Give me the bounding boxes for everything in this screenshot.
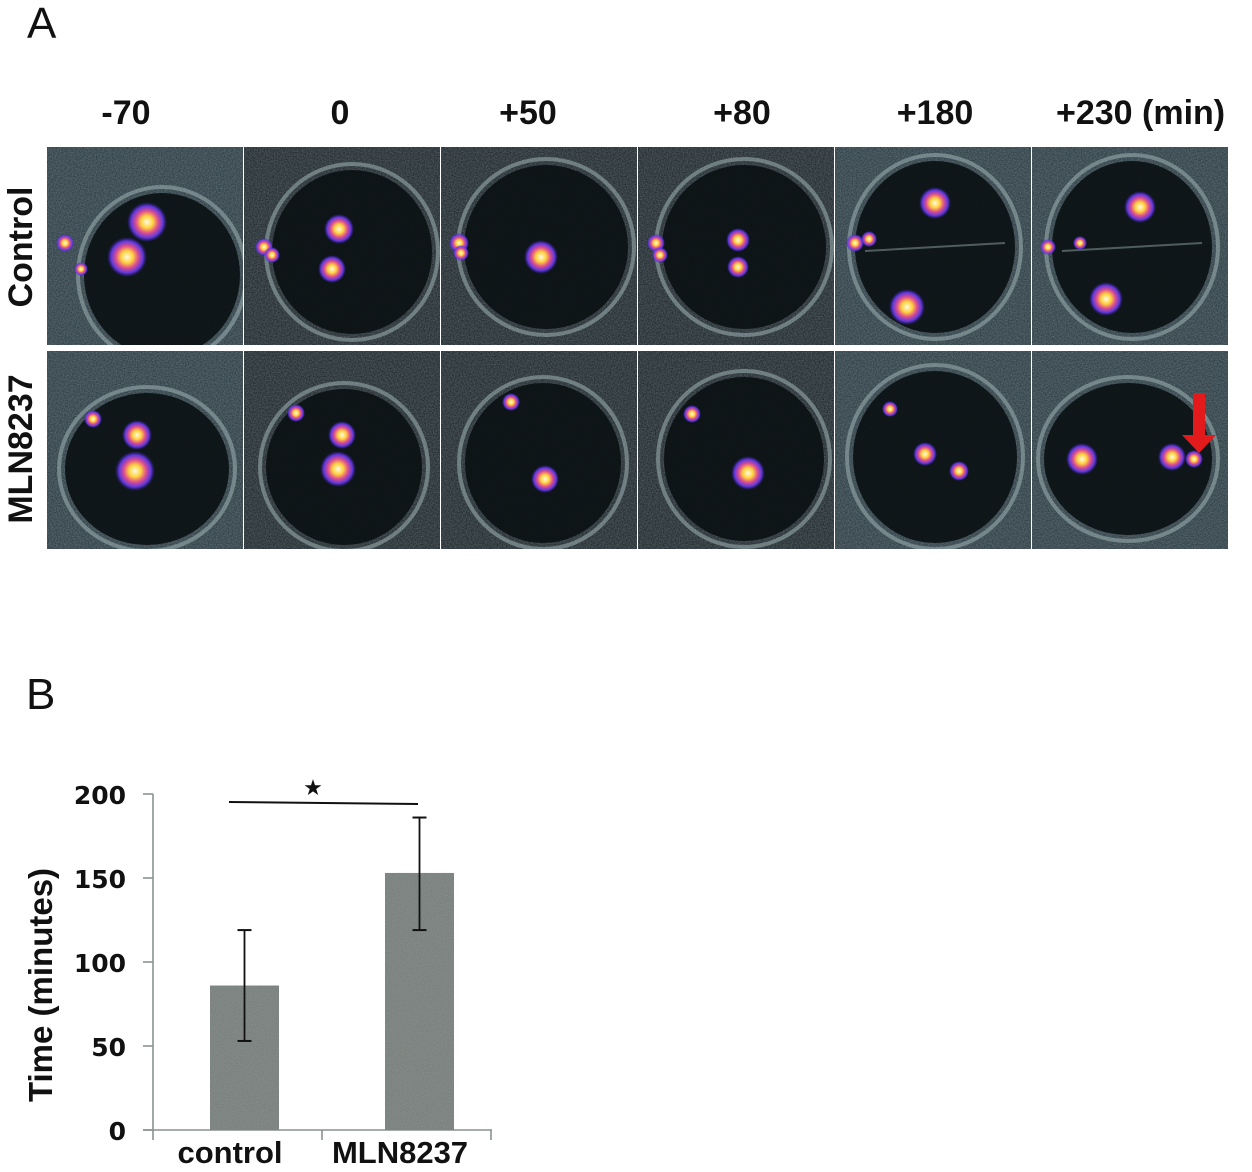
time-label: 0 xyxy=(330,94,350,132)
micrograph-mln8237-3 xyxy=(638,351,834,549)
micrograph-grid xyxy=(47,147,1230,549)
x-tick-label: MLN8237 xyxy=(332,1135,468,1170)
micrograph-control-1 xyxy=(244,147,440,345)
micrograph-control-0 xyxy=(47,147,243,345)
micrograph-control-5 xyxy=(1032,147,1228,345)
micrograph-mln8237-4 xyxy=(835,351,1031,549)
chart-bars xyxy=(210,872,454,1130)
time-label: +80 xyxy=(713,94,771,132)
y-tick-label: 0 xyxy=(109,1117,126,1146)
bar-chart: 0 50 100 150 200 control MLN8237 ★ Time (minut… xyxy=(22,776,492,1170)
panel-a-letter: A xyxy=(27,0,57,48)
chart-error-bars xyxy=(237,816,427,1042)
micrograph-mln8237-0 xyxy=(47,351,243,549)
time-label: +50 xyxy=(499,94,557,132)
x-tick-label: control xyxy=(177,1135,282,1170)
red-arrow-icon xyxy=(1182,393,1216,453)
micrograph-mln8237-2 xyxy=(441,351,637,549)
y-tick-label: 50 xyxy=(91,1033,126,1062)
micrograph-control-2 xyxy=(441,147,637,345)
time-label: +230 (min) xyxy=(1056,94,1226,132)
micrograph-mln8237-5 xyxy=(1032,351,1228,549)
y-tick-label: 200 xyxy=(74,781,126,810)
significance-star-icon: ★ xyxy=(303,776,323,801)
y-tick-label: 150 xyxy=(74,865,126,894)
time-label: -70 xyxy=(101,94,151,132)
significance-marker: ★ xyxy=(228,776,419,805)
micrograph-control-3 xyxy=(638,147,834,345)
row-label-control: Control xyxy=(2,186,40,308)
y-axis-label: Time (minutes) xyxy=(22,868,59,1102)
micrograph-control-4 xyxy=(835,147,1031,345)
row-label-mln8237: MLN8237 xyxy=(2,374,40,524)
panel-b-letter: B xyxy=(26,670,56,719)
micrograph-mln8237-1 xyxy=(244,351,440,549)
time-label: +180 xyxy=(896,94,974,132)
y-tick-label: 100 xyxy=(74,949,126,978)
